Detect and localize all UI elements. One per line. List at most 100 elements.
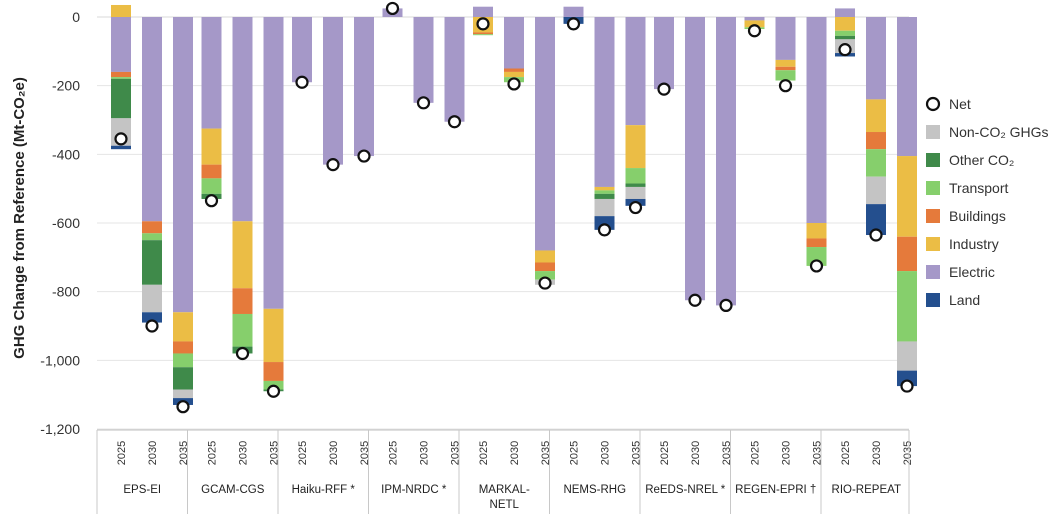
bar-segment-electric	[292, 17, 312, 83]
bar-segment-transport	[835, 30, 855, 36]
bar-segment-industry	[232, 221, 253, 289]
bar-segment-transport	[594, 190, 615, 194]
bar-segment-industry	[744, 20, 765, 28]
bars	[111, 4, 917, 405]
legend: Net Non-CO₂ GHGs Other CO₂ Transport Buildin…	[925, 96, 1049, 308]
x-tick-label: 2030	[690, 441, 702, 465]
x-tick-label: 2035	[178, 441, 190, 465]
y-tick-label: -1,200	[40, 421, 80, 437]
net-marker	[688, 293, 702, 307]
legend-swatch	[926, 181, 940, 195]
bar-reeds-nrel--2035	[716, 17, 736, 306]
x-tick-label: 2025	[659, 441, 671, 465]
net-marker	[145, 319, 159, 333]
y-tick-label: -200	[52, 78, 80, 94]
bar-segment-transport	[111, 77, 131, 79]
bar-segment-electric	[866, 17, 886, 100]
legend-item-nonco2: Non-CO₂ GHGs	[926, 124, 1049, 140]
model-label: ReEDS-NREL *	[645, 484, 726, 496]
legend-label: Non-CO₂ GHGs	[949, 124, 1049, 140]
x-tick-label: 2030	[238, 441, 250, 465]
x-tick-label: 2030	[781, 441, 793, 465]
net-marker	[204, 194, 219, 208]
y-tick-label: -1,000	[40, 352, 80, 368]
legend-swatch	[926, 265, 940, 279]
net-marker	[266, 384, 281, 398]
legend-item-industry: Industry	[926, 236, 999, 252]
bar-segment-buildings	[806, 238, 827, 248]
bar-segment-land	[142, 312, 162, 323]
net-marker	[114, 132, 128, 146]
bar-segment-nonco2	[142, 284, 162, 313]
net-marker	[778, 79, 793, 93]
bar-segment-transport	[142, 233, 162, 241]
bar-segment-electric	[142, 17, 162, 222]
y-tick-label: 0	[72, 9, 80, 25]
net-marker	[869, 228, 883, 242]
bar-segment-electric	[201, 17, 222, 129]
x-axis: 2025 2030 2035 EPS-EI 2025 2030 2035 GCAM-CGS 20…	[96, 429, 914, 514]
bar-segment-electric	[173, 17, 193, 313]
bar-gcam-cgs-2030	[232, 17, 253, 354]
x-tick-label: 2035	[359, 441, 371, 465]
net-marker	[719, 298, 733, 312]
x-tick-label: 2025	[478, 441, 490, 465]
bar-segment-industry	[173, 312, 193, 342]
bar-segment-electric	[111, 17, 131, 72]
x-tick-label: 2025	[297, 441, 309, 465]
legend-swatch	[926, 209, 940, 223]
x-tick-label: 2025	[116, 441, 128, 465]
legend-swatch	[926, 293, 940, 307]
bar-segment-electric	[413, 17, 434, 103]
bar-segment-electric	[444, 17, 465, 122]
net-markers	[114, 1, 914, 414]
bar-segment-transport	[535, 271, 555, 280]
bar-eps-ei-2030	[142, 17, 162, 323]
y-tick-label: -800	[52, 284, 80, 300]
bar-segment-land	[111, 145, 131, 150]
x-tick-label: 2025	[388, 441, 400, 465]
x-tick-label: 2030	[509, 441, 521, 465]
net-marker	[447, 115, 462, 129]
net-marker	[747, 24, 762, 38]
bar-segment-nonco2	[625, 186, 646, 199]
legend-swatch	[926, 125, 940, 139]
bar-segment-electric	[775, 17, 796, 60]
bar-segment-otherco2	[625, 183, 646, 187]
bar-gcam-cgs-2025	[201, 17, 222, 199]
bar-segment-electric	[504, 17, 524, 69]
x-tick-label: 2030	[871, 441, 883, 465]
bar-segment-electric	[835, 8, 855, 17]
legend-label: Electric	[949, 264, 995, 280]
bar-segment-electric	[654, 17, 674, 90]
x-tick-label: 2025	[569, 441, 581, 465]
bar-segment-nonco2	[897, 341, 917, 371]
bar-segment-buildings	[111, 71, 131, 78]
bar-segment-transport	[625, 168, 646, 184]
bar-segment-transport	[232, 313, 253, 347]
x-tick-label: 2025	[207, 441, 219, 465]
x-tick-label: 2030	[419, 441, 431, 465]
y-tick-label: -600	[52, 215, 80, 231]
bar-segment-industry	[835, 17, 855, 31]
legend-label: Transport	[949, 180, 1009, 196]
bar-segment-industry	[263, 308, 284, 363]
bar-segment-transport	[806, 247, 827, 266]
bar-segment-buildings	[142, 221, 162, 234]
legend-label: Land	[949, 292, 980, 308]
bar-segment-industry	[111, 4, 131, 17]
bar-regen-epri--2030	[775, 17, 796, 81]
legend-label: Buildings	[949, 208, 1006, 224]
bar-segment-electric	[594, 17, 615, 187]
model-label: RIO-REPEAT	[832, 484, 901, 496]
legend-item-land: Land	[926, 292, 980, 308]
bar-segment-electric	[323, 17, 343, 165]
x-tick-label: 2035	[721, 441, 733, 465]
bar-segment-industry	[504, 71, 524, 78]
bar-segment-electric	[563, 6, 584, 17]
net-marker	[566, 17, 581, 31]
bar-segment-land	[866, 204, 886, 236]
model-label: REGEN-EPRI †	[735, 484, 816, 496]
model-label: NEMS-RHG	[563, 484, 626, 496]
